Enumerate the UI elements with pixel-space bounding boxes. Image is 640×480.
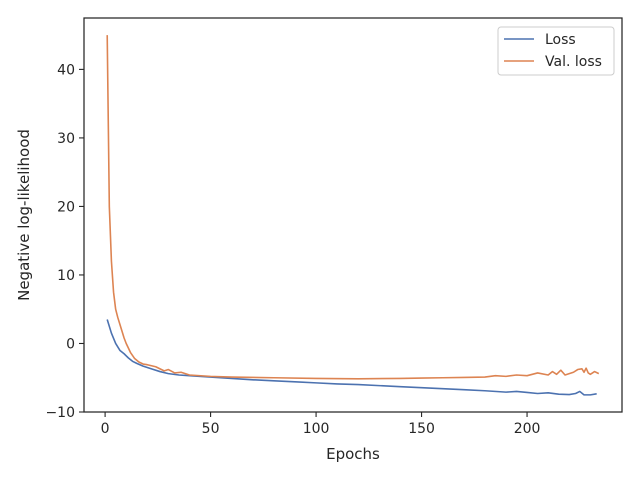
y-tick-label: 10 xyxy=(57,268,75,284)
x-tick-label: 100 xyxy=(303,421,330,437)
y-axis: −10 0 10 20 30 40 xyxy=(45,62,84,421)
series-line-val-loss xyxy=(106,35,600,380)
y-tick-label: 20 xyxy=(57,199,75,215)
plot-frame xyxy=(83,17,623,413)
legend-label: Loss xyxy=(545,32,576,48)
x-axis: 0 50 100 150 200 xyxy=(101,412,541,437)
x-tick-label: 0 xyxy=(101,421,110,437)
series-layer xyxy=(106,35,600,396)
x-tick-label: 150 xyxy=(408,421,435,437)
y-tick-label: −10 xyxy=(45,405,75,421)
x-axis-label: Epochs xyxy=(326,445,380,463)
legend: Loss Val. loss xyxy=(497,26,615,76)
plot-area xyxy=(83,17,623,413)
x-tick-label: 200 xyxy=(514,421,541,437)
y-tick-label: 40 xyxy=(57,62,75,78)
x-tick-label: 50 xyxy=(202,421,220,437)
y-tick-label: 0 xyxy=(66,336,75,352)
y-tick-label: 30 xyxy=(57,131,75,147)
legend-label: Val. loss xyxy=(545,54,602,70)
y-axis-label: Negative log-likelihood xyxy=(15,129,33,301)
series-line-loss xyxy=(106,319,597,396)
